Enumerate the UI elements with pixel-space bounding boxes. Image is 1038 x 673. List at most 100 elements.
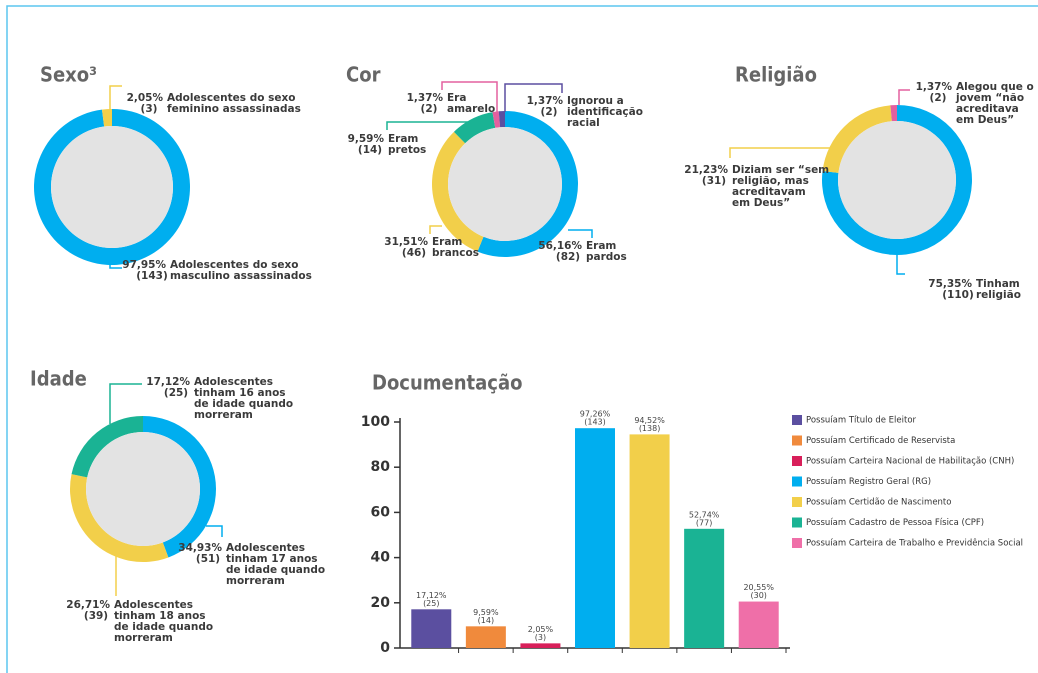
bar-count-label: (77) bbox=[696, 518, 712, 527]
legend-label: Possuíam Cadastro de Pessoa Física (CPF) bbox=[806, 518, 984, 528]
count-label: (39) bbox=[84, 610, 108, 622]
slice-label: identificação bbox=[567, 106, 643, 118]
slice-label: Tinham bbox=[976, 278, 1020, 290]
donut-hole bbox=[448, 127, 562, 241]
bar-count-label: (138) bbox=[639, 424, 661, 433]
value-label: 75,35% bbox=[928, 278, 972, 290]
donut-hole bbox=[51, 126, 173, 248]
value-label: 2,05% bbox=[127, 92, 164, 104]
pie-slice bbox=[890, 105, 897, 122]
slice-label: Diziam ser “sem bbox=[732, 164, 829, 176]
y-tick-label: 40 bbox=[371, 550, 391, 566]
count-label: (51) bbox=[196, 553, 220, 565]
slice-label: morreram bbox=[194, 409, 253, 421]
slice-label: feminino assassinadas bbox=[167, 103, 301, 115]
bar bbox=[520, 643, 561, 648]
slice-label: racial bbox=[567, 117, 600, 129]
legend-swatch bbox=[792, 456, 802, 466]
slice-label: pretos bbox=[388, 144, 426, 156]
pie-slice bbox=[101, 109, 112, 127]
count-label: (25) bbox=[164, 387, 188, 399]
bar bbox=[575, 428, 615, 648]
value-label: 9,59% bbox=[348, 133, 385, 145]
bar-value-label: 94,52% bbox=[634, 416, 665, 425]
leader-line bbox=[109, 383, 142, 424]
legend-swatch bbox=[792, 517, 802, 528]
leader-line bbox=[109, 262, 122, 269]
value-label: 1,37% bbox=[527, 95, 564, 107]
value-label: 1,37% bbox=[916, 81, 953, 93]
slice-label: brancos bbox=[432, 247, 479, 259]
leader-line bbox=[429, 225, 442, 234]
bar-count-label: (143) bbox=[584, 418, 606, 427]
pie-slice bbox=[69, 474, 169, 562]
bar-value-label: 9,59% bbox=[473, 608, 499, 617]
slice-label: Eram bbox=[432, 236, 462, 248]
bar bbox=[629, 434, 670, 648]
donut-hole bbox=[86, 432, 200, 546]
legend-label: Possuíam Certidão de Nascimento bbox=[806, 498, 951, 508]
leader-line bbox=[386, 121, 472, 130]
value-label: 26,71% bbox=[66, 599, 110, 611]
leader-line bbox=[568, 229, 593, 238]
legend-label: Possuíam Título de Eleitor bbox=[806, 416, 917, 426]
pie-slice bbox=[498, 111, 505, 128]
count-label: (31) bbox=[702, 175, 726, 187]
slice-label: de idade quando bbox=[194, 398, 293, 410]
count-label: (3) bbox=[141, 103, 158, 115]
bar-count-label: (3) bbox=[535, 633, 546, 642]
slice-label: religião, mas bbox=[732, 175, 809, 187]
bar-count-label: (30) bbox=[751, 591, 767, 600]
slice-label: em Deus” bbox=[956, 114, 1014, 126]
slice-label: Alegou que o bbox=[956, 81, 1034, 93]
slice-label: Adolescentes bbox=[194, 376, 273, 388]
slice-label: masculino assassinados bbox=[170, 270, 312, 282]
pie-slice bbox=[453, 112, 496, 144]
slice-label: Adolescentes do sexo bbox=[170, 259, 298, 271]
count-label: (82) bbox=[556, 251, 580, 263]
bar bbox=[684, 528, 725, 648]
pie-slice bbox=[143, 416, 216, 558]
legend-label: Possuíam Registro Geral (RG) bbox=[806, 477, 931, 487]
count-label: (46) bbox=[402, 247, 426, 259]
slice-label: tinham 17 anos bbox=[226, 553, 318, 565]
pie-slice bbox=[822, 105, 892, 173]
bar bbox=[465, 626, 506, 648]
legend-swatch bbox=[792, 538, 802, 548]
pie-slice bbox=[432, 131, 484, 252]
bar-count-label: (25) bbox=[423, 599, 439, 608]
slice-label: pardos bbox=[586, 251, 627, 263]
value-label: 17,12% bbox=[146, 376, 190, 388]
leader-line bbox=[109, 85, 122, 112]
donut-hole bbox=[838, 121, 956, 239]
slice-label: Era bbox=[447, 92, 466, 104]
value-label: 21,23% bbox=[684, 164, 728, 176]
leader-line bbox=[206, 525, 223, 537]
slice-label: de idade quando bbox=[226, 564, 325, 576]
slice-label: Adolescentes bbox=[226, 542, 305, 554]
y-tick-label: 20 bbox=[371, 595, 391, 611]
pie-slice bbox=[71, 416, 143, 478]
count-label: (110) bbox=[942, 289, 974, 301]
slice-label: jovem “não bbox=[955, 92, 1024, 104]
chart-title: Idade bbox=[30, 367, 87, 391]
slice-label: Ignorou a bbox=[567, 95, 624, 107]
chart-title: Sexo³ bbox=[40, 63, 97, 87]
legend-label: Possuíam Carteira de Trabalho e Previdên… bbox=[806, 538, 1023, 549]
leader-line bbox=[896, 255, 905, 275]
bar-value-label: 2,05% bbox=[528, 625, 554, 634]
bar bbox=[738, 601, 779, 648]
legend-label: Possuíam Carteira Nacional de Habilitaçã… bbox=[806, 457, 1014, 467]
bar-count-label: (14) bbox=[478, 616, 494, 625]
slice-label: Adolescentes do sexo bbox=[167, 92, 295, 104]
pie-slice bbox=[492, 111, 501, 128]
leader-line bbox=[729, 147, 835, 158]
legend-swatch bbox=[792, 435, 802, 446]
slice-label: em Deus” bbox=[732, 197, 790, 209]
slice-label: religião bbox=[976, 289, 1021, 301]
value-label: 97,95% bbox=[122, 259, 166, 271]
leader-line bbox=[441, 81, 498, 112]
y-tick-label: 100 bbox=[361, 414, 390, 430]
leader-line bbox=[898, 89, 910, 105]
slice-label: tinham 16 anos bbox=[194, 387, 286, 399]
